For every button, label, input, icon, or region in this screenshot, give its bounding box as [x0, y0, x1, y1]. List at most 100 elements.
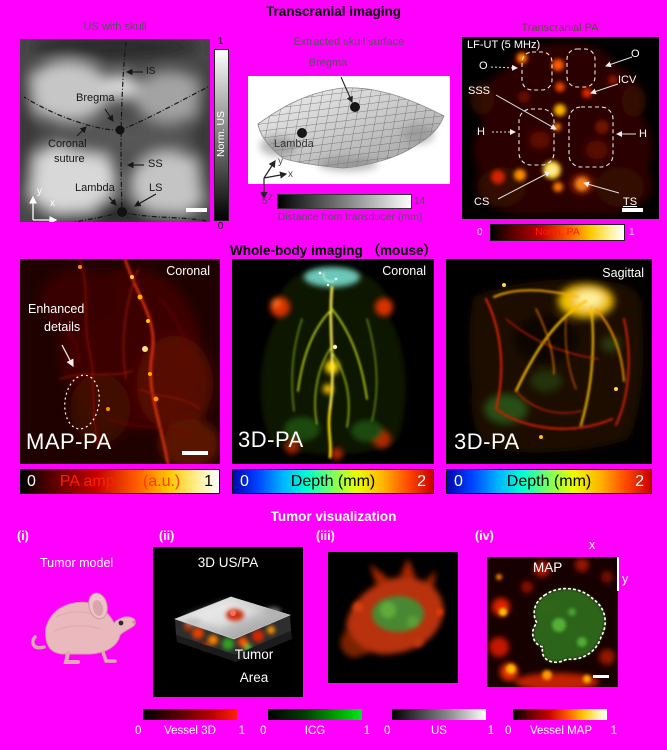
label-h-left: H	[477, 126, 485, 138]
depth-colorbar-sagittal: 0 Depth (mm) 2	[446, 469, 652, 494]
label-bregma: Bregma	[76, 92, 115, 104]
distance-colorbar	[277, 194, 412, 209]
vessel3d-colorbar	[143, 709, 237, 720]
pa3d-sagittal-graphic	[446, 259, 652, 464]
cbar-max: 2	[635, 472, 644, 490]
modality-tag: 3D-PA	[454, 429, 520, 454]
pa-panel-title: Transcranial PA	[521, 22, 599, 34]
annot-line1: Enhanced	[28, 302, 85, 316]
label-coronal: Coronal	[48, 138, 87, 150]
cbar-label: US	[431, 725, 447, 737]
pa-cbar-max: 1	[629, 227, 635, 238]
skull-axis-x: x	[288, 169, 293, 180]
section-title-wholebody: Whole-body imaging （mouse）	[229, 243, 437, 258]
pa3d-sagittal-panel: Sagittal 3D-PA	[446, 259, 652, 464]
transcranial-pa-panel: LF-UT (5 MHz) O O ICV SSS H H CS TS	[462, 37, 659, 219]
vessel3d-colorbar-label: 0 Vessel 3D 1	[135, 725, 245, 737]
cbar-unit: (a.u.)	[142, 472, 181, 490]
pa3d-coronal-graphic	[232, 259, 434, 464]
cbar-label: Vessel 3D	[164, 725, 216, 737]
cbar-label: Vessel MAP	[530, 725, 592, 737]
view-label: Coronal	[382, 264, 426, 278]
tumor-area-line1: Tumor	[234, 647, 274, 663]
axis-x-label: x	[50, 198, 55, 209]
tumor-map-graphic	[487, 557, 618, 687]
view-label: Sagittal	[602, 266, 644, 280]
lambda-dot	[297, 128, 307, 138]
label-is: IS	[146, 66, 156, 77]
scale-bar	[182, 451, 208, 455]
us-panel-title: US with skull	[83, 21, 147, 33]
label-o-right: O	[631, 48, 640, 60]
dist-cbar-title: Distance from transducer (mm)	[277, 211, 423, 223]
panel-index-iv: (iv)	[475, 529, 494, 543]
y-axis-line	[617, 557, 619, 591]
us-pa-slab-graphic	[153, 547, 303, 697]
section-title-tumor: Tumor visualization	[270, 509, 397, 524]
skull-axis-y: y	[278, 156, 283, 167]
panel-index-i: (i)	[17, 529, 29, 543]
dist-cbar-max: 14	[414, 196, 426, 207]
cbar-max: 1	[487, 725, 494, 737]
cbar-label: ICG	[304, 725, 326, 737]
cbar-min: 0	[454, 472, 463, 490]
map-pa-panel: Coronal Enhanced details MAP-PA	[20, 259, 220, 464]
enhanced-details-outline	[64, 374, 100, 430]
map-pa-graphic	[20, 259, 220, 464]
label-ts: TS	[623, 196, 638, 208]
label-sss: SSS	[468, 85, 491, 97]
tumor-map-panel: MAP	[487, 557, 618, 687]
tumor-outline	[531, 587, 606, 664]
us-scan-graphic	[20, 39, 210, 222]
mouse-illustration	[31, 592, 136, 664]
label-lambda: Lambda	[75, 182, 115, 194]
region-outlines	[518, 48, 614, 168]
label-suture: suture	[54, 153, 85, 165]
cbar-min: 0	[260, 725, 267, 737]
modality-tag: 3D-PA	[238, 427, 304, 452]
cbar-min: 0	[240, 472, 249, 490]
cbar-min: 0	[135, 725, 142, 737]
tumor-area-line2: Area	[239, 669, 269, 685]
dist-cbar-min: 5	[262, 196, 268, 207]
suture-lines	[23, 41, 209, 222]
tumor-area-label: Tumor Area	[211, 644, 297, 689]
cbar-label: PA amp.	[59, 472, 120, 490]
label-h-right: H	[639, 128, 647, 140]
axis-x-label: x	[589, 538, 596, 552]
us-bottom-colorbar-label: 0 US 1	[384, 725, 494, 737]
pa-colorbar: Norm. PA	[490, 224, 625, 241]
tumor-blob-graphic	[328, 552, 458, 683]
scale-bar	[622, 208, 643, 212]
bregma-dot	[350, 102, 360, 112]
cbar-max: 1	[363, 725, 370, 737]
cbar-max: 1	[610, 725, 617, 737]
icg-colorbar-label: 0 ICG 1	[260, 725, 370, 737]
annotation-arrow	[61, 344, 74, 368]
axis-y-label: y	[37, 186, 42, 197]
bregma-dot	[115, 125, 125, 135]
label-o-left: O	[479, 60, 488, 72]
skull-surface-panel: Lambda	[248, 76, 450, 184]
lambda-dot	[117, 207, 127, 217]
annotation-arrows	[490, 56, 636, 200]
axis-y-label: y	[622, 572, 629, 586]
cbar-min: 0	[505, 725, 512, 737]
cbar-label: Depth (mm)	[290, 472, 376, 490]
pa3d-coronal-panel: Coronal 3D-PA	[232, 259, 434, 464]
section-title-transcranial: Transcranial imaging	[265, 4, 402, 19]
panel-index-ii: (ii)	[159, 529, 175, 543]
label-lambda: Lambda	[274, 138, 314, 150]
skull-bregma-label: Bregma	[308, 57, 348, 69]
panel-index-iii: (iii)	[316, 529, 335, 543]
tumor-3d-render-panel	[328, 552, 458, 683]
vesselmap-colorbar	[513, 709, 607, 720]
us-bottom-colorbar	[392, 709, 486, 720]
cbar-min: 0	[27, 472, 36, 490]
skull-mesh-graphic	[257, 76, 445, 171]
scale-bar	[186, 208, 207, 212]
pa-amp-colorbar: 0 PA amp. (a.u.) 1	[20, 469, 220, 494]
scale-bar	[593, 675, 609, 678]
map-label: MAP	[533, 560, 563, 575]
